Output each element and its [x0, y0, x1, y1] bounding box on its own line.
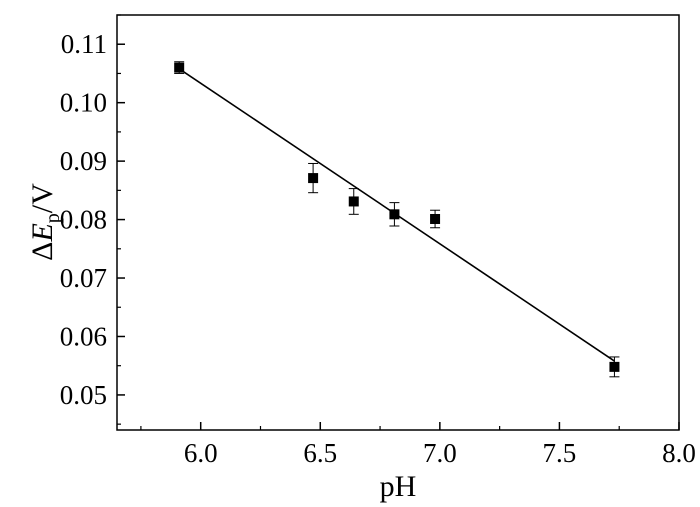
square-marker	[308, 173, 319, 184]
square-marker	[430, 213, 441, 224]
y-tick-label: 0.06	[60, 321, 107, 351]
y-tick-label: 0.05	[60, 380, 107, 410]
y-axis: 0.05 0.06 0.07 0.08 0.09 0.10 0.11	[60, 14, 125, 425]
plot-frame	[116, 14, 680, 431]
x-axis-label: pH	[380, 470, 417, 503]
square-marker	[609, 361, 620, 372]
x-axis: 6.0 6.5 7.0 7.5 8.0	[140, 422, 696, 468]
x-tick-label: 8.0	[662, 438, 696, 468]
x-tick-label: 6.0	[184, 438, 218, 468]
y-axis-label-subscript: p	[42, 213, 64, 223]
data-point	[609, 356, 620, 378]
x-tick-label: 7.5	[543, 438, 577, 468]
y-tick-label: 0.10	[60, 88, 107, 118]
x-tick-label: 6.5	[303, 438, 337, 468]
y-tick-label: 0.08	[60, 205, 107, 235]
data-point	[348, 188, 359, 215]
square-marker	[174, 62, 185, 73]
square-marker	[348, 196, 359, 207]
y-axis-label-delta: Δ	[26, 242, 59, 261]
data-point	[174, 61, 185, 74]
data-point	[389, 202, 400, 227]
x-tick-label: 7.0	[423, 438, 457, 468]
y-tick-label: 0.07	[60, 263, 107, 293]
data-point	[430, 209, 441, 229]
data-points	[174, 61, 620, 378]
y-axis-label-symbol: E	[26, 223, 59, 242]
data-point	[308, 162, 319, 194]
square-marker	[389, 209, 400, 220]
y-tick-label: 0.11	[61, 29, 107, 59]
y-tick-label: 0.09	[60, 146, 107, 176]
y-axis-label: ΔEp/V	[26, 183, 64, 261]
y-axis-label-unit: /V	[26, 183, 59, 213]
